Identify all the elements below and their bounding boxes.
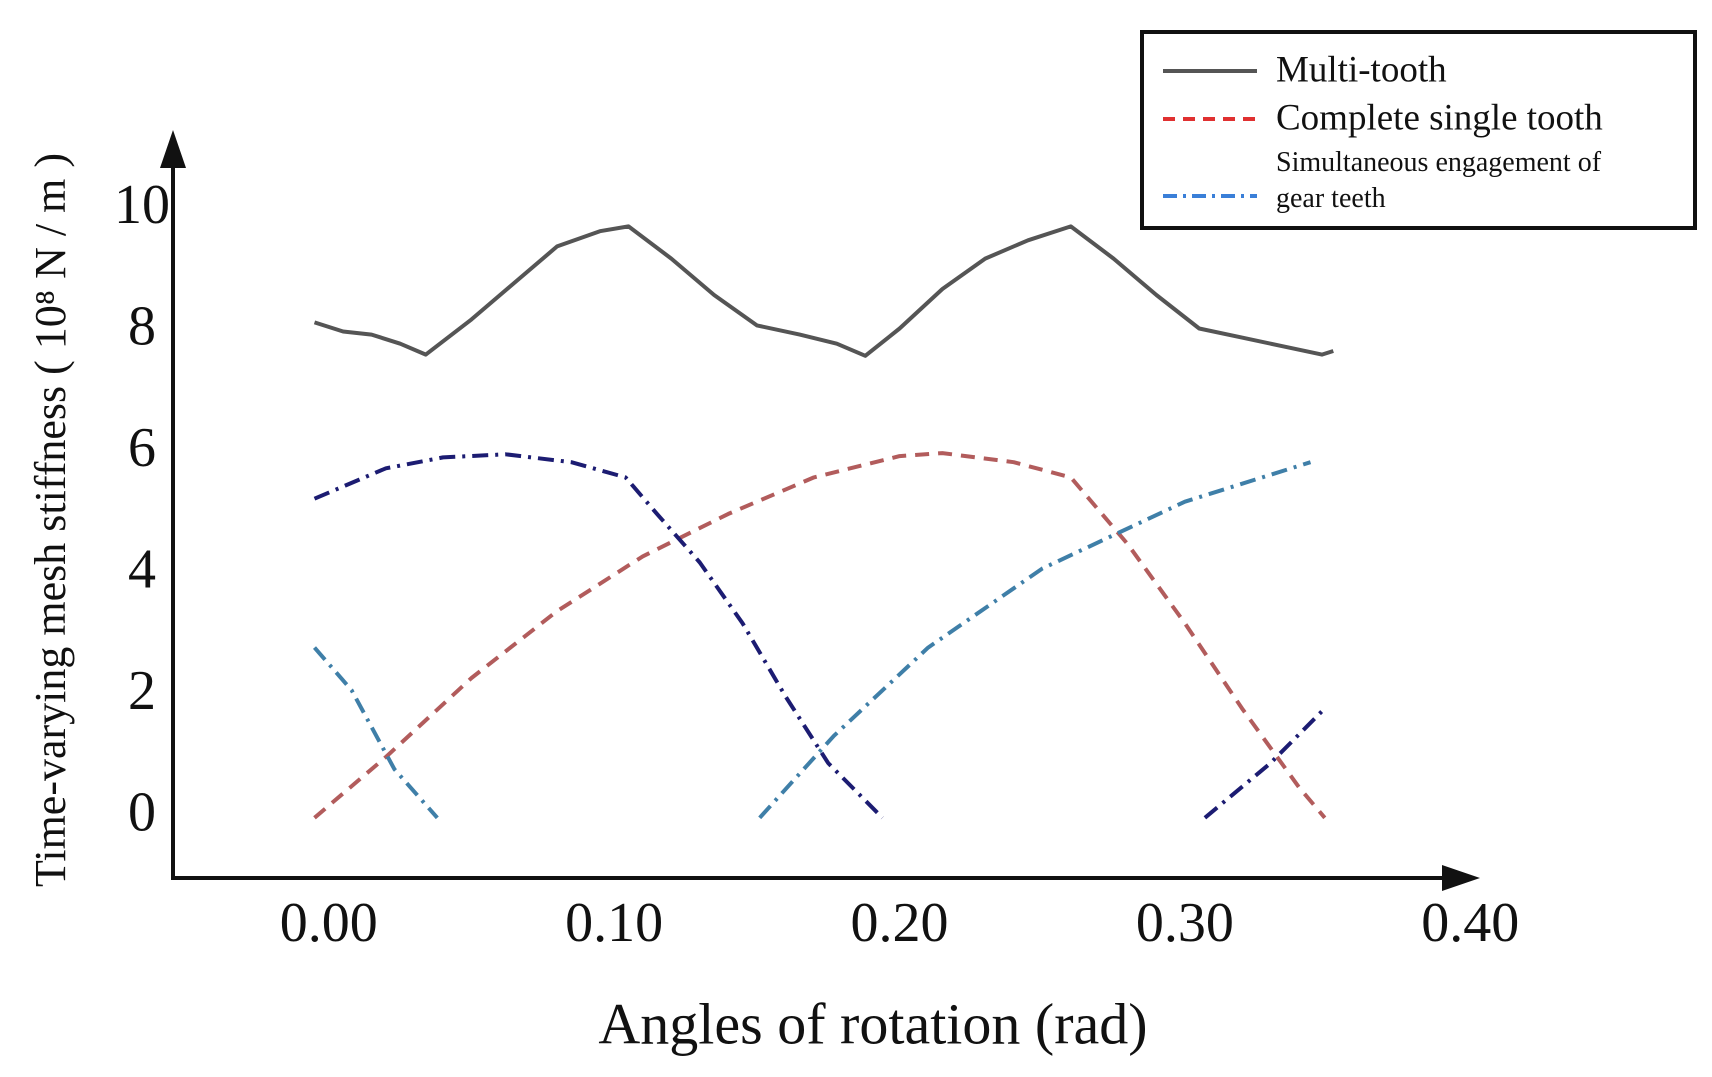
y-tick-label: 8 bbox=[128, 295, 156, 357]
legend-label: Complete single tooth bbox=[1276, 97, 1603, 138]
x-axis-title: Angles of rotation (rad) bbox=[598, 991, 1147, 1056]
x-tick-label: 0.40 bbox=[1421, 892, 1519, 954]
series-line bbox=[1203, 706, 1327, 820]
legend-label: Simultaneous engagement of gear teeth bbox=[1276, 147, 1602, 214]
y-axis-arrow bbox=[160, 130, 186, 168]
legend-box bbox=[1140, 30, 1697, 230]
y-tick-label: 2 bbox=[128, 660, 156, 722]
x-tick-label: 0.30 bbox=[1136, 892, 1234, 954]
y-tick-label: 0 bbox=[128, 782, 156, 844]
y-tick-label: 10 bbox=[114, 174, 170, 236]
series-line bbox=[313, 451, 1327, 820]
x-axis-arrow bbox=[1442, 865, 1480, 891]
series-line bbox=[313, 452, 884, 820]
legend-label: Multi-tooth bbox=[1276, 49, 1447, 90]
x-tick-label: 0.00 bbox=[280, 892, 378, 954]
x-tick-label: 0.20 bbox=[851, 892, 949, 954]
y-tick-label: 4 bbox=[128, 539, 156, 601]
y-tick-label: 6 bbox=[128, 417, 156, 479]
series-line bbox=[758, 460, 1312, 820]
series-line bbox=[313, 224, 1334, 358]
x-tick-label: 0.10 bbox=[565, 892, 663, 954]
series-line bbox=[312, 646, 439, 820]
y-axis-title: Time-varying mesh stiffness ( 10⁸ N / m … bbox=[26, 153, 75, 887]
